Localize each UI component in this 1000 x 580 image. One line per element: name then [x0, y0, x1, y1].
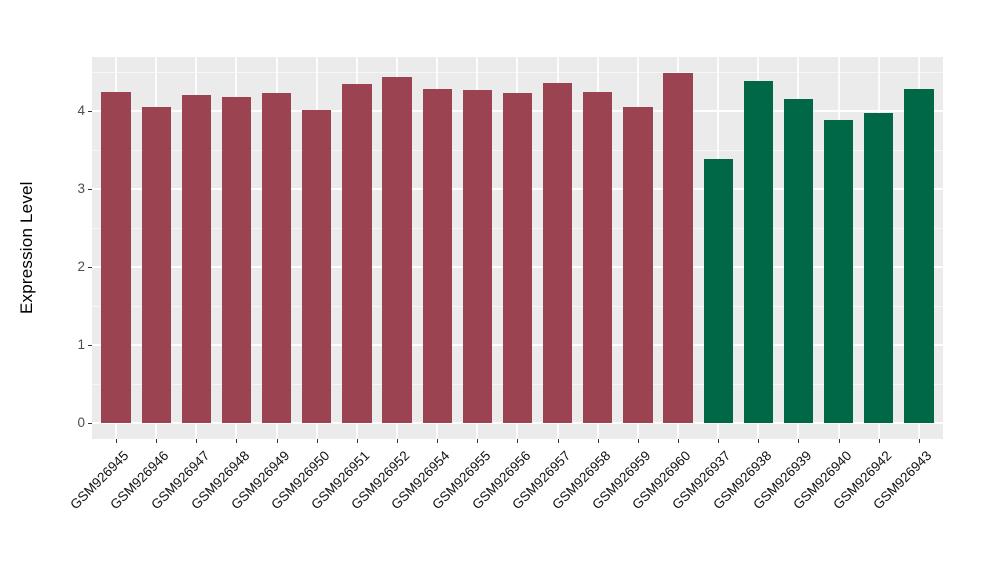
- y-tick-label: 2: [77, 259, 85, 274]
- bar-GSM926945: [101, 91, 131, 423]
- bar-cell: [457, 57, 497, 439]
- x-tick-cell: GSM926945: [67, 439, 136, 559]
- x-tick-mark: [356, 439, 358, 443]
- x-tick-mark: [838, 439, 840, 443]
- x-tick-cell: GSM926956: [469, 439, 537, 559]
- bar-GSM926939: [783, 98, 814, 423]
- x-tick-cell: GSM926937: [670, 439, 738, 559]
- x-tick-mark: [798, 439, 800, 443]
- plot-panel: [92, 57, 943, 439]
- y-tick-mark: [88, 422, 92, 424]
- bar-cell: [859, 57, 899, 439]
- bar-GSM926951: [342, 83, 372, 423]
- x-tick-cell: GSM926955: [429, 439, 497, 559]
- x-tick-mark: [918, 439, 920, 443]
- bar-cell: [176, 57, 216, 439]
- y-tick-mark: [88, 344, 92, 346]
- x-tick-cell: GSM926939: [750, 439, 818, 559]
- bar-GSM926948: [221, 96, 252, 423]
- bar-cell: [578, 57, 618, 439]
- bar-GSM926958: [583, 92, 613, 423]
- y-tick-label: 1: [77, 337, 85, 352]
- x-tick-mark: [156, 439, 158, 443]
- bar-cell: [257, 57, 297, 439]
- bar-GSM926947: [181, 95, 211, 423]
- bar-GSM926952: [382, 77, 412, 423]
- x-tick-mark: [557, 439, 559, 443]
- bar-GSM926956: [502, 93, 533, 423]
- x-tick-cell: GSM926940: [790, 439, 859, 559]
- x-tick-mark: [678, 439, 680, 443]
- x-tick-mark: [517, 439, 519, 443]
- x-tick-cell: GSM926957: [509, 439, 578, 559]
- x-tick-mark: [316, 439, 318, 443]
- x-tick-mark: [397, 439, 399, 443]
- x-axis: GSM926945 GSM926946 GSM926947 GSM926948 GSM9…: [67, 439, 943, 559]
- bar-cell: [377, 57, 417, 439]
- y-tick-mark: [88, 266, 92, 268]
- y-tick-mark: [88, 110, 92, 112]
- y-tick-label: 0: [77, 415, 85, 430]
- bar-cell: [819, 57, 859, 439]
- x-tick-cell: GSM926958: [549, 439, 618, 559]
- bar-GSM926957: [542, 82, 573, 423]
- bar-cell: [297, 57, 337, 439]
- y-tick-label: 4: [77, 103, 85, 118]
- x-tick-cell: GSM926943: [870, 439, 939, 559]
- y-tick-label: 3: [77, 181, 85, 196]
- bar-cell: [417, 57, 457, 439]
- x-tick-cell: GSM926946: [108, 439, 176, 559]
- bar-cell: [658, 57, 698, 439]
- x-tick-cell: GSM926959: [589, 439, 658, 559]
- bar-GSM926960: [663, 72, 693, 423]
- bar-GSM926938: [743, 81, 773, 423]
- bar-cell: [738, 57, 778, 439]
- x-tick-mark: [236, 439, 238, 443]
- bars-row: [92, 57, 943, 439]
- x-tick-mark: [116, 439, 118, 443]
- bar-GSM926942: [864, 112, 894, 423]
- x-tick-mark: [437, 439, 439, 443]
- bar-cell: [497, 57, 537, 439]
- bar-cell: [618, 57, 658, 439]
- x-tick-cell: GSM926949: [228, 439, 297, 559]
- x-tick-mark: [597, 439, 599, 443]
- bar-GSM926955: [462, 89, 492, 423]
- bar-GSM926940: [823, 119, 854, 423]
- x-tick-cell: GSM926950: [268, 439, 337, 559]
- x-tick-cell: GSM926938: [710, 439, 778, 559]
- bar-cell: [136, 57, 176, 439]
- bar-cell: [538, 57, 578, 439]
- x-tick-cell: GSM926951: [308, 439, 377, 559]
- x-tick-cell: GSM926947: [148, 439, 216, 559]
- x-tick-cell: GSM926948: [188, 439, 256, 559]
- x-tick-mark: [477, 439, 479, 443]
- x-tick-cell: GSM926942: [830, 439, 899, 559]
- y-tick-mark: [88, 188, 92, 190]
- bar-cell: [698, 57, 738, 439]
- bar-GSM926946: [141, 107, 171, 423]
- bar-cell: [899, 57, 939, 439]
- x-tick-cell: GSM926960: [629, 439, 698, 559]
- bar-GSM926949: [261, 93, 292, 423]
- bar-cell: [778, 57, 818, 439]
- bar-GSM926959: [623, 107, 653, 423]
- x-tick-cell: GSM926954: [389, 439, 457, 559]
- bar-GSM926954: [422, 89, 452, 423]
- x-tick-cell: GSM926952: [348, 439, 417, 559]
- x-tick-mark: [196, 439, 198, 443]
- x-tick-mark: [637, 439, 639, 443]
- bar-cell: [337, 57, 377, 439]
- bar-GSM926943: [904, 89, 934, 423]
- x-tick-mark: [878, 439, 880, 443]
- bar-GSM926950: [302, 110, 332, 423]
- bar-GSM926937: [703, 158, 733, 423]
- bar-cell: [96, 57, 136, 439]
- x-tick-mark: [758, 439, 760, 443]
- x-tick-mark: [276, 439, 278, 443]
- bar-cell: [216, 57, 256, 439]
- x-tick-mark: [718, 439, 720, 443]
